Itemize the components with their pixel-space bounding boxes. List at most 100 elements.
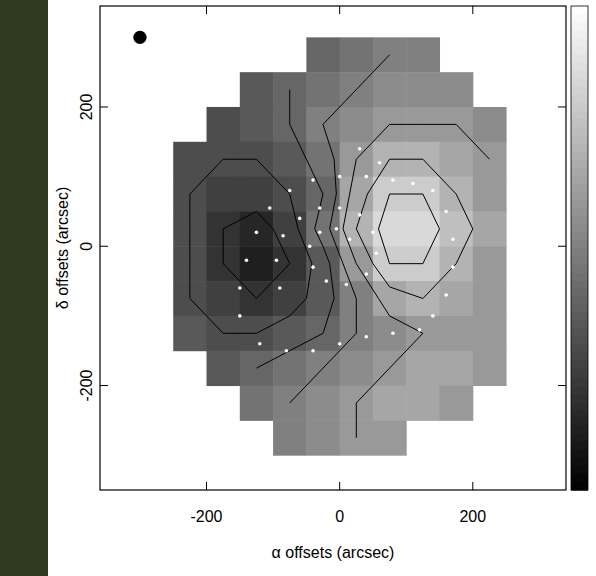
cell — [406, 211, 440, 246]
cell — [406, 72, 440, 107]
x-tick — [472, 482, 473, 490]
y-tick — [100, 385, 108, 386]
point — [298, 217, 302, 221]
cell — [473, 211, 507, 246]
point — [345, 283, 349, 287]
colorbar-step — [571, 329, 588, 338]
point — [268, 206, 272, 210]
x-tick-label: -200 — [190, 508, 222, 525]
x-tick — [206, 6, 207, 14]
point — [288, 189, 292, 193]
point — [318, 231, 322, 235]
contour — [330, 194, 337, 229]
cell — [273, 316, 307, 351]
chart: -2000200-2000200α offsets (arcsec)δ offs… — [0, 0, 596, 576]
cell — [373, 316, 407, 351]
contour — [189, 229, 190, 264]
contour — [390, 287, 423, 299]
contour — [315, 229, 323, 246]
contour — [343, 194, 350, 229]
y-tick — [558, 106, 566, 107]
contour — [256, 211, 273, 228]
contour — [390, 159, 423, 160]
point — [374, 251, 378, 255]
point — [325, 279, 329, 283]
contour — [356, 194, 367, 229]
colorbar-step — [571, 167, 588, 176]
contour — [343, 229, 356, 264]
contour — [330, 229, 343, 264]
contour — [356, 124, 389, 159]
cell — [340, 107, 374, 142]
colorbar-step — [571, 6, 588, 15]
x-tick — [339, 482, 340, 490]
colorbar-step — [571, 135, 588, 144]
colorbar-step — [571, 337, 588, 346]
contour — [356, 403, 357, 438]
contour — [323, 246, 330, 263]
cell — [273, 142, 307, 177]
point — [444, 293, 448, 297]
cell — [306, 37, 340, 72]
contour — [223, 229, 224, 264]
cell — [473, 281, 507, 316]
colorbar-step — [571, 385, 588, 394]
x-tick — [472, 6, 473, 14]
point — [418, 328, 422, 332]
cell — [240, 177, 274, 212]
contour — [323, 298, 334, 333]
contour — [367, 159, 389, 194]
point — [431, 189, 435, 193]
point — [444, 210, 448, 214]
point — [391, 332, 395, 336]
cell — [306, 316, 340, 351]
point — [308, 244, 312, 248]
colorbar-step — [571, 87, 588, 96]
point — [335, 227, 339, 231]
cell — [306, 281, 340, 316]
contour — [456, 229, 473, 264]
contour — [323, 333, 356, 368]
colorbar-step — [571, 175, 588, 184]
cell — [406, 386, 440, 421]
point — [378, 161, 382, 165]
contour — [223, 159, 256, 160]
point — [278, 286, 282, 290]
point — [255, 231, 259, 235]
cell — [306, 72, 340, 107]
colorbar-step — [571, 111, 588, 120]
cell — [373, 420, 407, 455]
point — [275, 258, 279, 262]
contour — [323, 90, 356, 125]
point — [245, 258, 249, 262]
contour — [390, 333, 423, 368]
x-tick — [206, 482, 207, 490]
colorbar-step — [571, 38, 588, 47]
cell — [473, 246, 507, 281]
point — [285, 349, 289, 353]
point — [364, 335, 368, 339]
point — [238, 286, 242, 290]
cell — [473, 351, 507, 386]
colorbar-step — [571, 240, 588, 249]
colorbar-step — [571, 54, 588, 63]
colorbar-step — [571, 442, 588, 451]
contour — [290, 368, 323, 403]
colorbar-step — [571, 393, 588, 402]
cell — [406, 351, 440, 386]
cell — [240, 211, 274, 246]
contour — [223, 211, 256, 228]
colorbar-step — [571, 377, 588, 386]
y-tick — [100, 246, 108, 247]
x-tick-label: 200 — [459, 508, 486, 525]
colorbar-step — [571, 434, 588, 443]
point — [338, 342, 342, 346]
colorbar-frame — [571, 6, 588, 490]
contour — [423, 229, 440, 264]
cell — [440, 316, 474, 351]
colorbar-step — [571, 321, 588, 330]
colorbar-step — [571, 280, 588, 289]
contour — [423, 124, 456, 125]
point — [451, 237, 455, 241]
point — [451, 265, 455, 269]
